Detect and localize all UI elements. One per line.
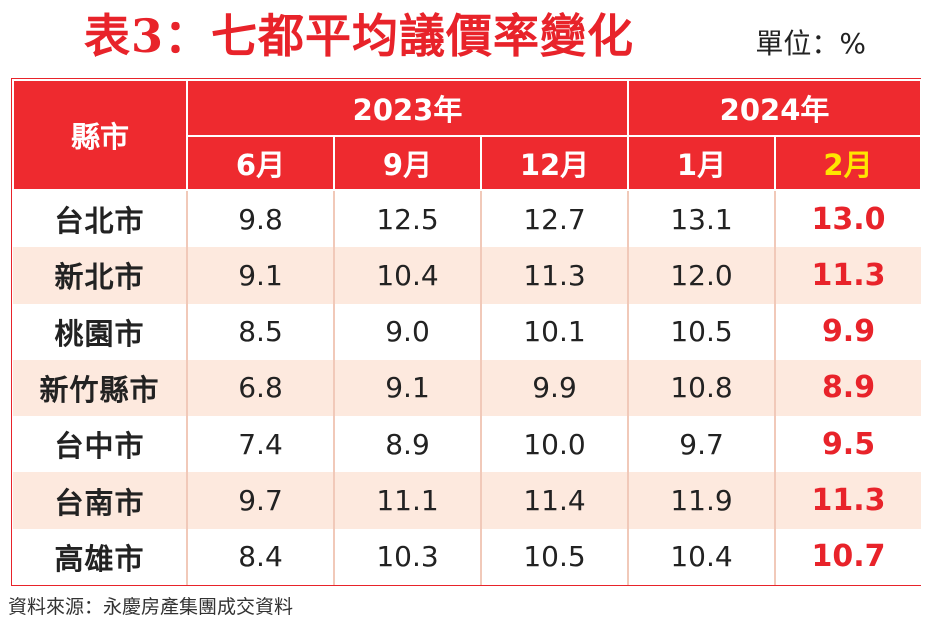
value-cell: 8.9 [333, 416, 481, 473]
value-cell: 9.1 [333, 359, 481, 417]
value-cell: 10.4 [627, 528, 776, 585]
page-title: 表3：七都平均議價率變化 [84, 9, 635, 63]
value-cell: 11.9 [627, 472, 776, 529]
city-cell: 新北市 [13, 247, 187, 304]
value-cell: 9.1 [186, 247, 334, 304]
year-header-2024: 2024年 [627, 79, 923, 137]
table-row: 新竹縣市 6.8 9.1 9.9 10.8 8.9 [13, 359, 922, 417]
value-cell: 6.8 [186, 359, 334, 417]
value-cell: 13.1 [627, 190, 776, 248]
value-cell: 9.7 [627, 416, 776, 473]
bargain-rate-table: 縣市 2023年 2024年 6月 9月 12月 1月 2月 台北市 9.8 1… [12, 79, 923, 585]
unit-label: 單位：% [755, 27, 866, 60]
value-cell: 12.0 [627, 247, 776, 304]
source-note: 資料來源：永慶房產集團成交資料 [8, 596, 294, 618]
latest-value-cell: 9.5 [774, 416, 922, 473]
value-cell: 11.4 [479, 472, 629, 529]
value-cell: 10.5 [479, 528, 629, 585]
value-cell: 9.9 [479, 359, 629, 417]
value-cell: 10.0 [479, 416, 629, 473]
latest-value-cell: 10.7 [774, 528, 922, 585]
value-cell: 10.8 [627, 359, 776, 417]
value-cell: 10.1 [479, 303, 629, 360]
value-cell: 10.3 [333, 528, 481, 585]
value-cell: 12.7 [479, 190, 629, 248]
table-row: 台南市 9.7 11.1 11.4 11.9 11.3 [13, 472, 922, 529]
city-cell: 高雄市 [13, 528, 187, 585]
latest-value-cell: 11.3 [774, 472, 922, 529]
value-cell: 9.0 [333, 303, 481, 360]
latest-value-cell: 9.9 [774, 303, 922, 360]
city-cell: 新竹縣市 [13, 359, 187, 417]
city-cell: 桃園市 [13, 303, 187, 360]
value-cell: 11.3 [479, 247, 629, 304]
year-header-2023: 2023年 [185, 79, 630, 137]
value-cell: 8.5 [186, 303, 334, 360]
latest-value-cell: 11.3 [774, 247, 922, 304]
city-cell: 台南市 [13, 472, 187, 529]
month-header: 1月 [627, 135, 777, 191]
value-cell: 8.4 [186, 528, 334, 585]
month-header: 12月 [479, 135, 630, 191]
latest-value-cell: 8.9 [774, 359, 922, 417]
column-header-city: 縣市 [12, 79, 188, 191]
table-row: 高雄市 8.4 10.3 10.5 10.4 10.7 [13, 528, 922, 585]
city-cell: 台中市 [13, 416, 187, 473]
table-row: 台北市 9.8 12.5 12.7 13.1 13.0 [13, 190, 922, 248]
table-row: 台中市 7.4 8.9 10.0 9.7 9.5 [13, 416, 922, 473]
value-cell: 7.4 [186, 416, 334, 473]
value-cell: 9.8 [186, 190, 334, 248]
latest-value-cell: 13.0 [774, 190, 922, 248]
value-cell: 9.7 [186, 472, 334, 529]
value-cell: 11.1 [333, 472, 481, 529]
city-cell: 台北市 [13, 190, 187, 248]
month-header: 9月 [333, 135, 482, 191]
month-header-latest: 2月 [774, 135, 923, 191]
value-cell: 12.5 [333, 190, 481, 248]
month-header: 6月 [186, 135, 335, 191]
value-cell: 10.5 [627, 303, 776, 360]
value-cell: 10.4 [333, 247, 481, 304]
table-row: 新北市 9.1 10.4 11.3 12.0 11.3 [13, 247, 922, 304]
table-row: 桃園市 8.5 9.0 10.1 10.5 9.9 [13, 303, 922, 360]
data-table-container: 縣市 2023年 2024年 6月 9月 12月 1月 2月 台北市 9.8 1… [11, 78, 923, 586]
